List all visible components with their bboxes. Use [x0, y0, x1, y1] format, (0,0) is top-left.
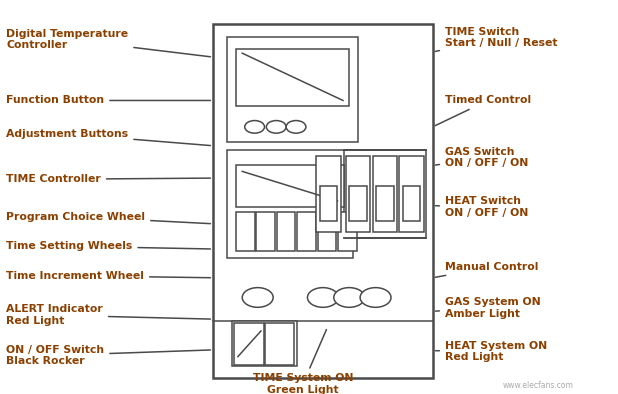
Bar [350, 186, 367, 221]
Bar [277, 212, 295, 251]
Bar [227, 37, 358, 142]
Text: HEAT Switch
ON / OFF / ON: HEAT Switch ON / OFF / ON [435, 196, 528, 217]
Bar [346, 156, 371, 232]
Bar [265, 323, 294, 365]
Text: GAS Switch
ON / OFF / ON: GAS Switch ON / OFF / ON [435, 147, 528, 168]
Text: Time Increment Wheel: Time Increment Wheel [6, 271, 211, 281]
Text: HEAT System ON
Red Light: HEAT System ON Red Light [435, 341, 547, 362]
Bar [213, 24, 433, 378]
Text: TIME Switch
Start / Null / Reset: TIME Switch Start / Null / Reset [435, 27, 557, 52]
Text: Digital Temperature
Controller: Digital Temperature Controller [6, 29, 211, 57]
Text: Adjustment Buttons: Adjustment Buttons [6, 129, 211, 145]
Bar [318, 212, 336, 251]
Bar [232, 321, 297, 366]
Circle shape [334, 288, 365, 307]
Text: Timed Control: Timed Control [435, 95, 531, 126]
Bar [236, 49, 349, 106]
Bar [236, 212, 255, 251]
Bar [376, 186, 394, 221]
Bar [256, 212, 275, 251]
Bar [320, 186, 337, 221]
Text: Program Choice Wheel: Program Choice Wheel [6, 212, 211, 224]
Text: ON / OFF Switch
Black Rocker: ON / OFF Switch Black Rocker [6, 345, 211, 366]
Circle shape [360, 288, 391, 307]
Text: GAS System ON
Amber Light: GAS System ON Amber Light [435, 297, 541, 319]
Text: TIME Controller: TIME Controller [6, 174, 211, 184]
Bar [316, 156, 341, 232]
Text: Function Button: Function Button [6, 95, 211, 106]
Text: Manual Control: Manual Control [435, 262, 538, 277]
Bar [403, 186, 420, 221]
Circle shape [308, 288, 339, 307]
Bar [236, 165, 344, 207]
Text: TIME System ON
Green Light: TIME System ON Green Light [253, 329, 353, 394]
Bar [297, 212, 316, 251]
Circle shape [245, 121, 265, 133]
Circle shape [286, 121, 306, 133]
Bar [344, 150, 426, 238]
Bar [338, 212, 357, 251]
Circle shape [266, 121, 286, 133]
Circle shape [242, 288, 273, 307]
Bar [399, 156, 424, 232]
Bar [227, 150, 353, 258]
Text: www.elecfans.com: www.elecfans.com [502, 381, 573, 390]
Bar [373, 156, 397, 232]
Text: ALERT Indicator
Red Light: ALERT Indicator Red Light [6, 305, 211, 326]
Text: Time Setting Wheels: Time Setting Wheels [6, 241, 211, 251]
Bar [234, 323, 263, 365]
